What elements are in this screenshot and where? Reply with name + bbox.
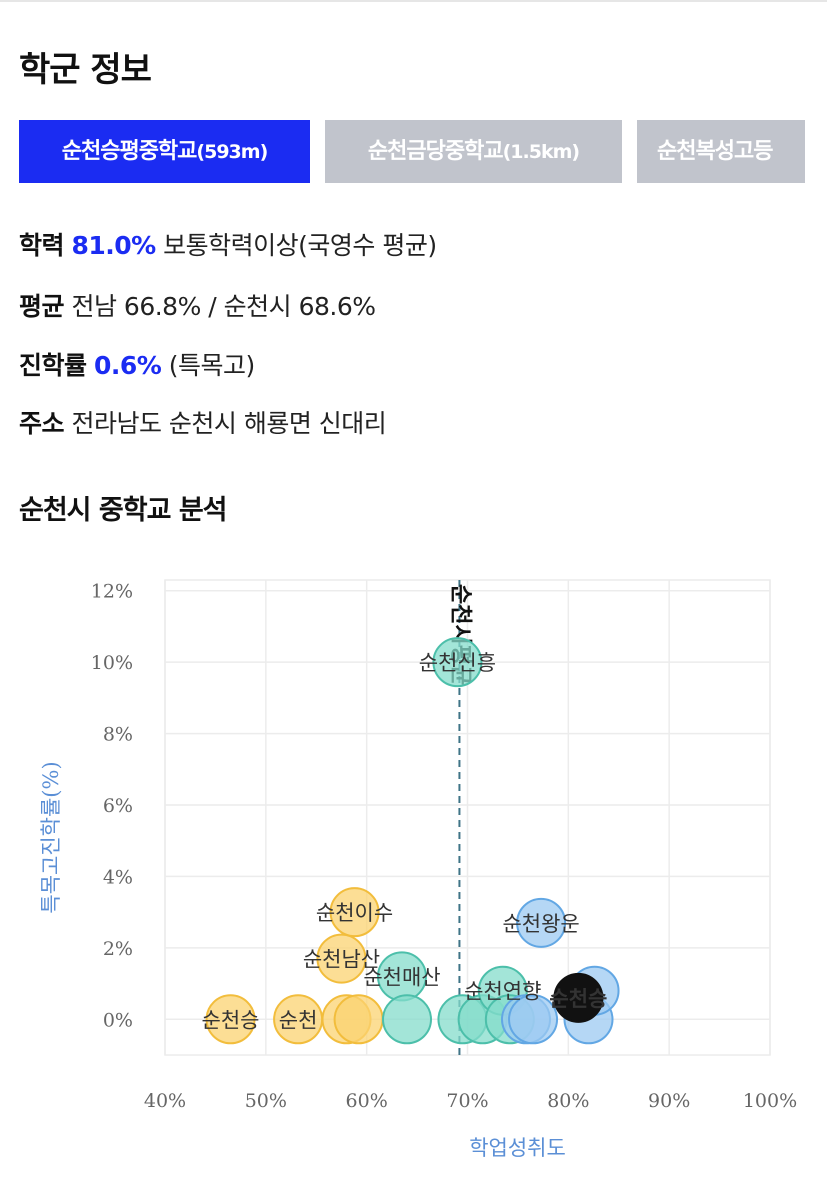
y-tick-label: 8% bbox=[103, 724, 133, 746]
x-axis-title: 학업성취도 bbox=[469, 1136, 566, 1160]
x-tick-label: 90% bbox=[648, 1090, 690, 1112]
info-average: 평균 전남 66.8% / 순천시 68.6% bbox=[19, 287, 376, 323]
x-tick-label: 60% bbox=[346, 1090, 388, 1112]
bubble-point bbox=[329, 887, 380, 938]
tab-school-2-distance: (1.5km) bbox=[502, 141, 580, 163]
bubble-point bbox=[516, 897, 567, 948]
tab-school-1-name: 순천승평중학교 bbox=[61, 139, 198, 164]
bubble-label: 순천승 bbox=[549, 986, 607, 1011]
y-tick-label: 10% bbox=[91, 652, 133, 674]
chart-ticks: 0% 2% 4% 6% 8% 10% 12% 40% 50% 60% 70% 80% 90% 100% bbox=[91, 581, 797, 1112]
tab-school-2[interactable]: 순천금당중학교(1.5km) bbox=[325, 120, 622, 183]
average-label: 평균 bbox=[19, 292, 65, 321]
chart-grid bbox=[164, 579, 771, 1056]
scatter-chart: 0% 2% 4% 6% 8% 10% 12% 40% 50% 60% 70% 80% 90% 100% 순… bbox=[39, 579, 797, 1160]
y-tick-label: 12% bbox=[91, 581, 133, 603]
bubble-point bbox=[432, 637, 483, 688]
x-tick-label: 40% bbox=[144, 1090, 186, 1112]
x-tick-label: 80% bbox=[547, 1090, 589, 1112]
chart-bubbles bbox=[205, 637, 620, 1045]
top-divider bbox=[0, 0, 827, 2]
bubble-label: 순천왕운 bbox=[502, 912, 579, 936]
y-tick-label: 2% bbox=[103, 938, 133, 960]
section-title: 순천시 중학교 분석 bbox=[19, 495, 228, 526]
bubble-label: 순천 bbox=[279, 1008, 318, 1032]
tab-school-1[interactable]: 순천승평중학교(593m) bbox=[19, 120, 310, 183]
page-title: 학군 정보 bbox=[19, 50, 152, 90]
advance-value: 0.6% bbox=[93, 351, 162, 380]
academic-desc: 보통학력이상(국영수 평균) bbox=[163, 231, 437, 260]
bubble-point bbox=[316, 933, 367, 984]
info-academic: 학력 81.0% 보통학력이상(국영수 평균) bbox=[19, 226, 437, 262]
bubble-point bbox=[205, 994, 256, 1045]
advance-label: 진학률 bbox=[19, 351, 87, 380]
bubble-point bbox=[508, 994, 559, 1045]
bubble-label: 순천연향 bbox=[464, 980, 541, 1004]
bubble-point bbox=[382, 994, 432, 1045]
info-address: 주소 전라남도 순천시 해룡면 신대리 bbox=[19, 404, 387, 440]
address-label: 주소 bbox=[19, 409, 65, 438]
tab-school-3-name: 순천복성고등 bbox=[657, 139, 773, 164]
bubble-label: 순천남산 bbox=[303, 948, 380, 972]
bubble-label: 순천신흥 bbox=[419, 651, 496, 675]
bubble-label: 순천매산 bbox=[363, 965, 440, 989]
x-tick-label: 50% bbox=[245, 1090, 287, 1112]
average-text: 전남 66.8% / 순천시 68.6% bbox=[71, 292, 376, 321]
y-axis-title: 특목고진학률(%) bbox=[39, 761, 63, 913]
tab-school-3[interactable]: 순천복성고등 bbox=[637, 120, 805, 183]
tab-school-1-distance: (593m) bbox=[196, 141, 268, 163]
x-tick-label: 100% bbox=[743, 1090, 797, 1112]
school-tabs: 순천승평중학교(593m) 순천금당중학교(1.5km) 순천복성고등 bbox=[0, 120, 827, 184]
academic-label: 학력 bbox=[19, 231, 65, 260]
bubble-label: 순천이수 bbox=[316, 901, 393, 925]
bubble-label: 순천승 bbox=[202, 1008, 260, 1032]
y-tick-label: 4% bbox=[103, 866, 133, 888]
bubble-point bbox=[553, 972, 604, 1023]
academic-value: 81.0% bbox=[71, 231, 156, 260]
y-tick-label: 0% bbox=[103, 1009, 133, 1031]
advance-desc: (특목고) bbox=[168, 351, 256, 380]
address-text: 전라남도 순천시 해룡면 신대리 bbox=[71, 409, 387, 438]
info-advance: 진학률 0.6% (특목고) bbox=[19, 346, 255, 382]
x-tick-label: 70% bbox=[446, 1090, 488, 1112]
y-tick-label: 6% bbox=[103, 795, 133, 817]
bubble-point bbox=[333, 994, 384, 1045]
tab-school-2-name: 순천금당중학교 bbox=[367, 139, 504, 164]
